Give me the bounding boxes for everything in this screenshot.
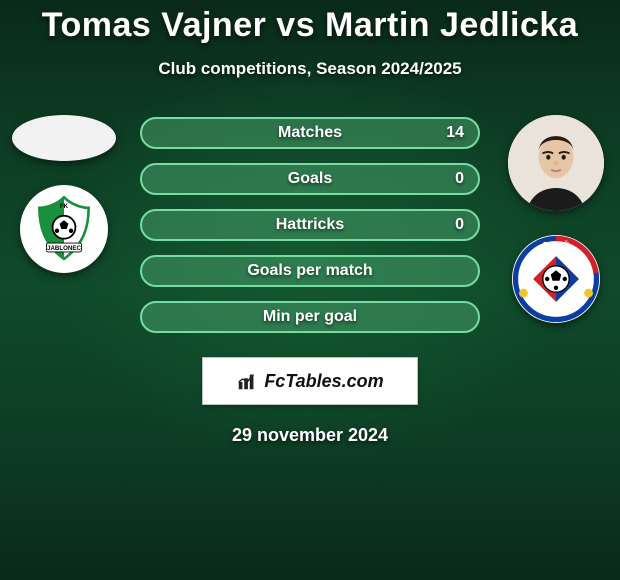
club-crest-plzen-icon: PLZEŇ [512,235,600,323]
bar-chart-icon [236,370,258,392]
stat-row-goals-per-match: Goals per match [140,255,480,287]
stat-row-matches: Matches 14 [140,117,480,149]
player-photo-left [12,115,116,161]
stat-label: Hattricks [276,216,344,234]
content-wrapper: Tomas Vajner vs Martin Jedlicka Club com… [0,0,620,580]
left-player-column: JABLONEC FK [8,115,120,273]
stat-label: Matches [278,124,342,142]
stat-label: Goals per match [247,262,372,280]
club-crest-jablonec-icon: JABLONEC FK [20,185,108,273]
right-player-column: PLZEŇ [500,115,612,323]
page-title: Tomas Vajner vs Martin Jedlicka [0,6,620,45]
stat-row-goals: Goals 0 [140,163,480,195]
stats-list: Matches 14 Goals 0 Hattricks 0 Goals per… [140,117,480,333]
stat-value-right: 0 [455,170,464,188]
subtitle: Club competitions, Season 2024/2025 [0,59,620,79]
svg-text:FK: FK [60,203,69,210]
svg-text:JABLONEC: JABLONEC [47,245,81,252]
club-badge-right: PLZEŇ [512,235,600,323]
brand-text: FcTables.com [264,371,383,392]
stat-row-min-per-goal: Min per goal [140,301,480,333]
stat-row-hattricks: Hattricks 0 [140,209,480,241]
stat-label: Min per goal [263,308,357,326]
player-photo-right [508,115,604,211]
footer-date: 29 november 2024 [0,425,620,446]
club-badge-left: JABLONEC FK [20,185,108,273]
brand-box: FcTables.com [202,357,418,405]
svg-text:PLZEŇ: PLZEŇ [543,241,569,250]
stat-value-right: 14 [446,124,464,142]
stat-label: Goals [288,170,332,188]
stat-value-right: 0 [455,216,464,234]
player-portrait-icon [508,115,604,211]
